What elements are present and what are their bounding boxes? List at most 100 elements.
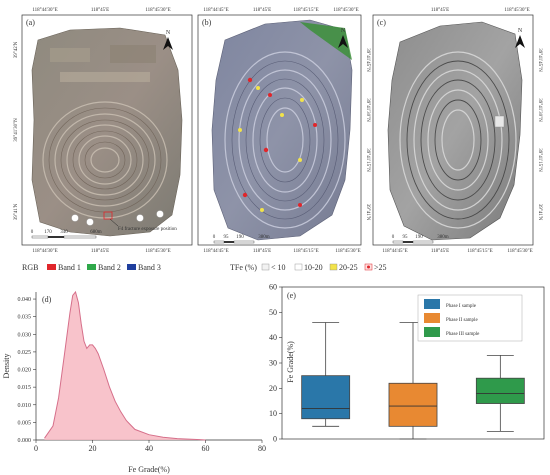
density-x-tick-label: 40: [145, 444, 153, 453]
tick-left-a-0: 39°42'N: [14, 41, 19, 58]
north-arrow-a: N: [163, 30, 173, 50]
tick-top-c-1: 118°45'30"E: [504, 8, 529, 13]
tick-top-b-0: 118°44'45"E: [203, 8, 228, 13]
density-chart: (d) Fe Grade(%) Density 0 20 40 60 80 0.000 0.…: [0, 280, 270, 475]
tick-right-c-0: 39°41'45"N: [537, 48, 542, 72]
tick-top-c-0: 118°45'E: [431, 8, 449, 13]
tfe-sample-points-b: [238, 77, 317, 212]
boxplot-y-tick-label: 10: [269, 409, 277, 418]
legend-swatch-lt10: [261, 263, 270, 271]
boxplot-y-label: Fe Grade(%): [286, 341, 295, 383]
legend-swatch-phase3: [424, 327, 440, 337]
f4-exposure-marker: [103, 211, 113, 220]
tick-bottom-a-1: 118°45'E: [91, 249, 109, 254]
svg-text:0: 0: [392, 235, 395, 240]
tick-top-b-1: 118°45'E: [253, 8, 271, 13]
tick-top-b-2: 118°45'15"E: [293, 8, 318, 13]
box-iqr: [301, 375, 351, 420]
legend-label-band3: Band 3: [138, 263, 161, 272]
legend-swatch-phase2: [424, 313, 440, 323]
legend-label-lt10: < 10: [271, 263, 286, 272]
north-arrow-icon: [515, 35, 525, 48]
tick-top-a-1: 118°45'E: [91, 8, 109, 13]
legend-label-gt25: >25: [374, 263, 387, 272]
legend-rgb-title: RGB: [22, 263, 38, 272]
density-curve: [44, 290, 206, 441]
legend-label-band1: Band 1: [58, 263, 81, 272]
svg-text:380m: 380m: [258, 235, 270, 240]
legend-label-phase3: Phase III sample: [446, 332, 480, 337]
box-iqr: [475, 377, 525, 404]
tick-top-a-2: 118°45'30"E: [145, 8, 170, 13]
quarry-terrain-b: [211, 19, 353, 241]
legend-label-10-20: 10-20: [304, 263, 323, 272]
tick-bottom-c-0: 118°44'45"E: [382, 249, 407, 254]
north-arrow-icon: [338, 35, 348, 48]
legend-label-phase1: Phase I sample: [446, 304, 477, 309]
boxplot-legend: Phase I sample Phase II sample Phase III…: [417, 294, 523, 342]
tick-right-c-1: 39°41'30"N: [537, 98, 542, 122]
box-iqr: [388, 382, 438, 427]
density-panel-label: (d): [42, 295, 52, 304]
legend-label-band2: Band 2: [98, 263, 121, 272]
north-arrow-b: N: [338, 28, 348, 48]
density-y-tick-label: 0.020: [18, 368, 32, 374]
tick-bottom-b-1: 118°45'E: [253, 249, 271, 254]
density-area: [44, 292, 206, 440]
density-x-tick-label: 60: [202, 444, 210, 453]
tick-bottom-b-3: 118°45'30"E: [335, 249, 360, 254]
legend-rgb: RGB Band 1 Band 2 Band 3: [22, 263, 161, 272]
tick-top-b-3: 118°45'30"E: [333, 8, 358, 13]
svg-text:N: N: [518, 28, 523, 34]
tick-bottom-a-2: 118°45'30"E: [145, 249, 170, 254]
density-y-tick-label: 0.005: [18, 420, 32, 426]
boxplot-panel-label: (e): [287, 291, 296, 300]
scale-bar-a: 0 170 340 680m: [31, 230, 102, 239]
legend-swatch-10-20: [294, 263, 303, 271]
tick-top-a-0: 118°44'30"E: [32, 8, 57, 13]
scale-bar-b: 0 95 190 380m: [213, 235, 270, 244]
tick-bottom-a-0: 118°44'30"E: [32, 249, 57, 254]
density-y-tick-label: 0.040: [18, 297, 32, 303]
map-panel-c: (c) N 0 95 190 380m 118°45'E 118°45'30"E…: [372, 8, 542, 254]
tick-bottom-c-1: 118°45'E: [431, 249, 449, 254]
svg-text:95: 95: [403, 235, 409, 240]
legend-tfe-title: TFe (%): [230, 263, 257, 272]
legend-swatch-band3: [127, 264, 136, 270]
map-panel-a: (a) N 0 170 340 680m F4 fracture exposur…: [14, 8, 193, 254]
map-c-label: (c): [377, 18, 386, 27]
tick-bottom-b-2: 118°45'15"E: [293, 249, 318, 254]
density-x-tick-label: 20: [89, 444, 97, 453]
boxplot-y-tick-label: 20: [269, 384, 277, 393]
tick-right-b-0: 39°41'45"N: [365, 48, 370, 72]
svg-text:0: 0: [31, 230, 34, 235]
north-arrow-c: N: [515, 28, 525, 48]
svg-text:0: 0: [213, 235, 216, 240]
svg-text:N: N: [166, 30, 171, 36]
density-y-tick-label: 0.030: [18, 332, 32, 338]
density-y-tick-label: 0.025: [18, 350, 32, 356]
map-a-label: (a): [26, 18, 35, 27]
north-arrow-icon: [163, 37, 173, 50]
tick-bottom-b-0: 118°44'45"E: [203, 249, 228, 254]
density-x-label: Fe Grade(%): [128, 465, 170, 474]
svg-text:680m: 680m: [90, 230, 102, 235]
svg-text:N: N: [341, 28, 346, 34]
boxplot-y-tick-label: 0: [273, 435, 277, 444]
svg-text:190: 190: [415, 235, 423, 240]
tick-bottom-c-2: 118°45'15"E: [467, 249, 492, 254]
density-y-tick-label: 0.010: [18, 403, 32, 409]
svg-text:95: 95: [224, 235, 230, 240]
svg-text:190: 190: [236, 235, 244, 240]
tick-right-b-1: 39°41'30"N: [365, 98, 370, 122]
tick-right-b-3: 39°41'N: [365, 204, 370, 221]
f4-annotation: F4 fracture exposure position: [118, 227, 177, 232]
legend-label-phase2: Phase II sample: [446, 318, 478, 323]
density-y-tick-label: 0.000: [18, 438, 32, 444]
svg-text:380m: 380m: [437, 235, 449, 240]
tick-right-c-2: 39°41'15"N: [537, 148, 542, 172]
density-y-label: Density: [2, 354, 11, 379]
legend-tfe: TFe (%) < 10 10-20 20-25 >25: [230, 263, 387, 272]
tick-right-c-3: 39°41'N: [537, 204, 542, 221]
tick-left-a-1: 39°41'30"N: [14, 118, 19, 142]
